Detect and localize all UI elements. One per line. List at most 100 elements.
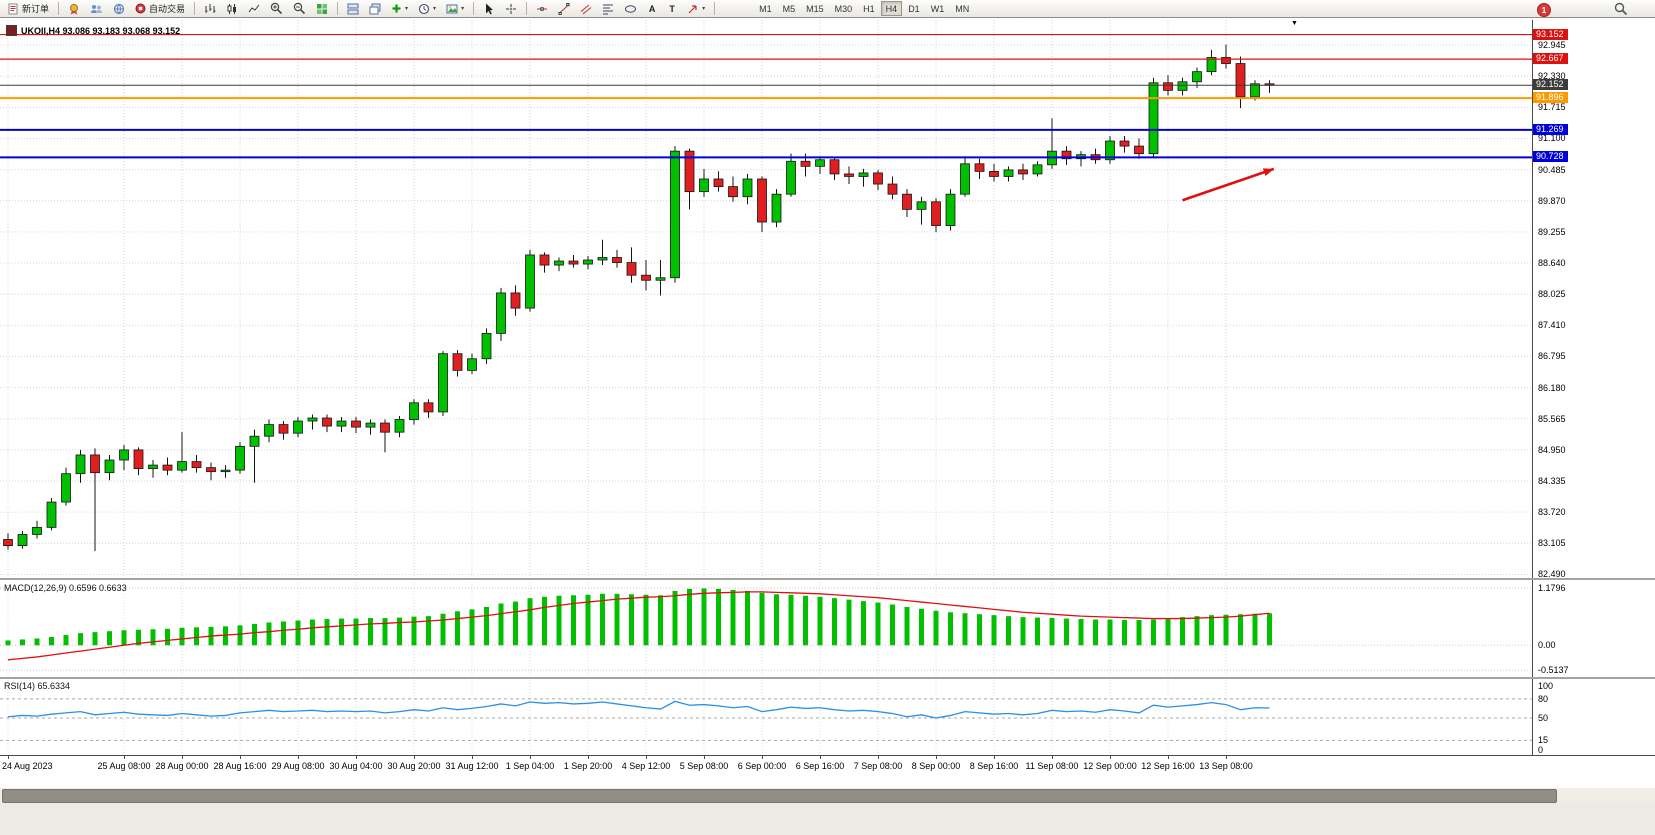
zoom-out-button[interactable] xyxy=(289,1,310,17)
timeframe-m5[interactable]: M5 xyxy=(778,1,801,16)
crosshair-button[interactable] xyxy=(501,1,521,17)
zoom-out-icon xyxy=(293,2,306,15)
zoom-in-button[interactable] xyxy=(266,1,287,17)
macd-scale-label: 1.1796 xyxy=(1538,583,1566,593)
ellipse-tool-button[interactable] xyxy=(620,1,641,17)
tile-windows-icon xyxy=(317,3,328,14)
time-tick xyxy=(1110,756,1111,759)
caret-down-icon: ▾ xyxy=(433,5,437,12)
price-label: 83.105 xyxy=(1538,538,1566,549)
template-image-icon xyxy=(446,4,458,13)
channel-button[interactable] xyxy=(576,1,596,17)
fibonacci-button[interactable] xyxy=(598,1,618,17)
separator xyxy=(194,2,196,15)
rsi-line xyxy=(7,700,1270,719)
rsi-label: RSI(14) 65.6334 xyxy=(4,681,71,691)
panel-splitter[interactable] xyxy=(0,677,1655,679)
bar-chart-icon xyxy=(205,3,216,13)
time-label: 1 Sep 20:00 xyxy=(563,761,613,771)
macd-panel[interactable] xyxy=(0,582,1532,676)
new-order-button[interactable]: 新订单 xyxy=(3,1,53,17)
candlestick-chart-button[interactable] xyxy=(222,1,242,17)
periods-button[interactable]: ▾ xyxy=(414,1,440,17)
channel-icon xyxy=(580,4,592,14)
fibonacci-icon xyxy=(603,4,614,14)
timeframe-h4[interactable]: H4 xyxy=(880,1,903,16)
clock-icon xyxy=(418,3,430,14)
text-tool-button[interactable]: A xyxy=(643,1,661,17)
time-tick xyxy=(878,756,879,759)
time-tick xyxy=(298,756,299,759)
accounts-button[interactable] xyxy=(86,1,107,17)
arrange-windows-button[interactable] xyxy=(343,1,363,17)
price-label: 87.410 xyxy=(1538,320,1566,331)
timeframe-toolbar: M1 M5 M15 M30 H1 H4 D1 W1 MN xyxy=(754,1,974,16)
timeframe-h1[interactable]: H1 xyxy=(858,1,880,16)
time-tick xyxy=(646,756,647,759)
new-order-icon xyxy=(8,3,18,14)
price-label: 84.950 xyxy=(1538,444,1566,455)
annotation-arrow xyxy=(1182,167,1275,202)
horizontal-scrollbar[interactable] xyxy=(0,788,1655,803)
separator xyxy=(58,2,60,15)
cascade-windows-button[interactable] xyxy=(365,1,385,17)
horizontal-line-button[interactable] xyxy=(532,1,552,17)
caret-down-icon: ▾ xyxy=(702,5,706,12)
line-chart-button[interactable] xyxy=(244,1,264,17)
rsi-scale-label: 15 xyxy=(1538,735,1549,746)
time-label: 8 Sep 16:00 xyxy=(969,761,1019,771)
time-tick xyxy=(530,756,531,759)
chart-symbol-icon xyxy=(6,25,17,36)
cursor-button[interactable] xyxy=(479,1,499,17)
timeframe-w1[interactable]: W1 xyxy=(926,1,950,16)
label-tool-button[interactable]: T xyxy=(663,1,681,17)
price-label: 89.255 xyxy=(1538,226,1566,237)
arrow-tool-icon xyxy=(688,4,697,13)
rsi-panel[interactable] xyxy=(0,680,1532,755)
time-tick xyxy=(936,756,937,759)
price-axis[interactable]: 92.945 92.330 91.715 91.100 90.485 89.870 89.2… xyxy=(1532,20,1655,755)
time-label: 6 Sep 16:00 xyxy=(795,761,845,771)
medal-button[interactable] xyxy=(64,1,84,17)
time-tick xyxy=(994,756,995,759)
candlestick-chart-icon xyxy=(227,3,237,14)
indicators-button[interactable]: ▾ xyxy=(387,1,412,17)
globe-icon xyxy=(113,3,125,14)
auto-trading-label: 自动交易 xyxy=(149,4,186,14)
candlestick-chart[interactable] xyxy=(0,20,1532,578)
time-axis[interactable]: 24 Aug 2023 25 Aug 08:00 28 Aug 00:00 28 Au… xyxy=(0,755,1655,776)
time-tick xyxy=(414,756,415,759)
auto-trading-button[interactable]: 自动交易 xyxy=(131,1,189,17)
timeframe-m15[interactable]: M15 xyxy=(801,1,829,16)
scrollbar-thumb[interactable] xyxy=(2,789,1557,803)
window-bottom-strip xyxy=(0,803,1655,835)
time-label: 30 Aug 04:00 xyxy=(329,761,383,771)
chart-title: UKOIl,H4 93.086 93.183 93.068 93.152 xyxy=(6,25,180,36)
timeframe-mn[interactable]: MN xyxy=(950,1,974,16)
panel-splitter[interactable] xyxy=(0,578,1655,580)
trendline-button[interactable] xyxy=(554,1,574,17)
price-label: 90.485 xyxy=(1538,164,1566,175)
templates-button[interactable]: ▾ xyxy=(442,1,468,17)
time-tick xyxy=(472,756,473,759)
bar-chart-button[interactable] xyxy=(200,1,220,17)
time-tick xyxy=(1168,756,1169,759)
tile-windows-button[interactable] xyxy=(312,1,332,17)
timeframe-d1[interactable]: D1 xyxy=(903,1,925,16)
price-label: 88.640 xyxy=(1538,258,1566,269)
macd-signal-line xyxy=(7,591,1270,661)
time-tick xyxy=(820,756,821,759)
time-label: 11 Sep 08:00 xyxy=(1025,761,1079,771)
macd-scale-label: -0.5137 xyxy=(1538,665,1569,676)
time-tick xyxy=(8,756,9,759)
cursor-arrow-icon xyxy=(486,3,494,14)
community-button[interactable] xyxy=(109,1,129,17)
price-tag: 93.152 xyxy=(1533,28,1568,40)
notification-badge[interactable]: 1 xyxy=(1537,3,1551,17)
timeframe-m30[interactable]: M30 xyxy=(830,1,858,16)
timeframe-m1[interactable]: M1 xyxy=(754,1,777,16)
price-label: 82.490 xyxy=(1538,569,1566,580)
arrows-tool-button[interactable]: ▾ xyxy=(683,1,709,17)
time-tick xyxy=(1052,756,1053,759)
search-button[interactable] xyxy=(1614,2,1628,21)
